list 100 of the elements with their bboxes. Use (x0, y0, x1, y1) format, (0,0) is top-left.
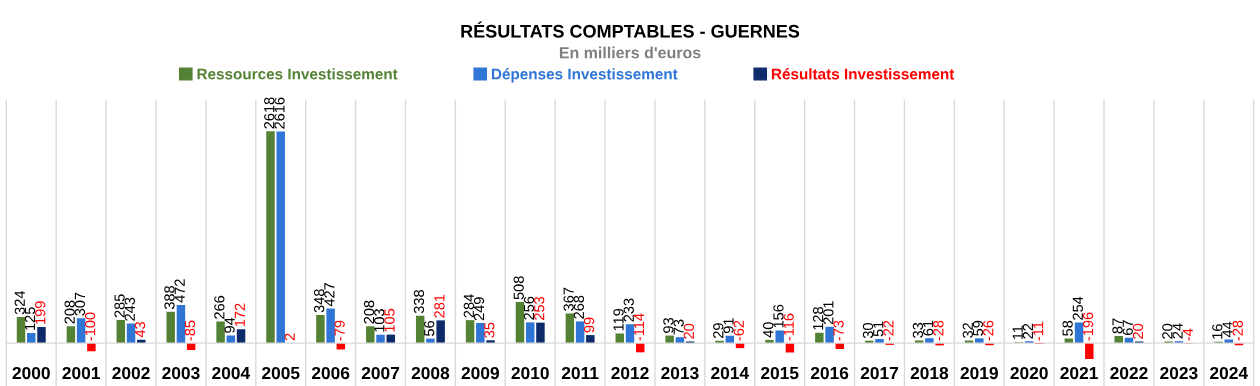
data-label: 268 (573, 295, 585, 319)
x-tick-label: 2010 (511, 366, 549, 380)
data-label: -116 (783, 313, 794, 341)
data-label: 51 (873, 321, 884, 337)
data-label: 256 (523, 296, 535, 320)
data-label: 156 (773, 304, 784, 328)
data-label: 307 (74, 292, 86, 316)
data-label: -11 (1033, 321, 1044, 341)
data-label: 105 (384, 308, 395, 332)
x-tick-label: 2023 (1160, 366, 1198, 380)
data-label: 254 (1072, 296, 1083, 320)
data-label: 94 (224, 317, 235, 333)
data-label: 24 (1172, 323, 1183, 339)
x-tick-label: 2015 (760, 366, 799, 380)
legend-label: Dépenses Investissement (491, 68, 678, 83)
data-label: 103 (374, 309, 385, 332)
data-label: 22 (1022, 323, 1033, 339)
data-label: 35 (484, 322, 495, 338)
data-label: 172 (234, 303, 245, 327)
data-label: 249 (473, 297, 485, 321)
x-tick-label: 2017 (860, 366, 899, 380)
data-label: 32 (962, 323, 973, 338)
data-label: 508 (513, 276, 524, 300)
data-label: -26 (983, 320, 994, 341)
data-label: 338 (413, 290, 425, 314)
data-label: 367 (563, 287, 574, 311)
data-label: 30 (862, 323, 874, 339)
data-label: 91 (723, 318, 734, 334)
x-tick-label: 2000 (12, 366, 50, 380)
x-tick-label: 2019 (960, 366, 998, 380)
data-label: 43 (134, 322, 146, 338)
data-label: 472 (174, 279, 185, 303)
data-label: 11 (1012, 325, 1023, 340)
data-label: -22 (883, 320, 894, 341)
data-label: 61 (922, 320, 934, 336)
data-label: 284 (463, 294, 474, 318)
x-tick-label: 2009 (461, 366, 499, 380)
data-label: 119 (613, 308, 624, 331)
data-label: -114 (633, 313, 644, 341)
data-label: 99 (583, 317, 595, 333)
x-tick-label: 2016 (810, 366, 849, 380)
x-tick-label: 2006 (311, 366, 350, 380)
x-tick-label: 2014 (711, 366, 750, 380)
data-label: 16 (1212, 324, 1223, 339)
x-tick-label: 2012 (611, 366, 649, 380)
x-tick-label: 2002 (112, 366, 150, 380)
data-label: 208 (363, 300, 375, 324)
data-label: -196 (1082, 312, 1094, 341)
data-label: 285 (114, 294, 125, 318)
data-label: 199 (35, 301, 46, 324)
data-label: 233 (623, 298, 634, 322)
data-label: 67 (1122, 320, 1133, 335)
data-label: 243 (124, 297, 135, 321)
data-label: 33 (912, 322, 924, 338)
data-label: -28 (1232, 320, 1243, 341)
x-tick-label: 2018 (910, 366, 949, 380)
x-tick-label: 2022 (1110, 366, 1148, 380)
x-tick-label: 2024 (1210, 366, 1248, 380)
legend-label: Ressources Investissement (197, 68, 398, 80)
data-label: 2616 (274, 97, 285, 129)
data-label: 281 (434, 294, 445, 318)
data-label: 87 (1112, 318, 1123, 334)
data-label: 125 (24, 307, 36, 330)
data-label: 20 (683, 323, 695, 339)
data-label: -28 (933, 320, 944, 341)
x-tick-label: 2011 (561, 366, 599, 380)
x-tick-label: 2008 (411, 366, 450, 380)
data-label: -62 (733, 320, 744, 341)
data-label: 348 (313, 289, 325, 313)
x-tick-label: 2007 (361, 366, 400, 380)
data-label: -73 (833, 320, 844, 341)
data-label: 93 (663, 317, 674, 333)
data-label: 388 (164, 285, 175, 310)
x-tick-label: 2004 (212, 366, 251, 380)
x-tick-label: 2005 (262, 366, 300, 380)
x-tick-label: 2021 (1060, 366, 1098, 380)
x-tick-label: 2001 (62, 366, 100, 380)
data-label: 208 (64, 300, 75, 324)
data-label: 266 (214, 295, 225, 319)
data-label: 56 (424, 320, 435, 336)
x-tick-label: 2013 (661, 366, 699, 380)
data-label: 427 (324, 282, 335, 307)
data-label: 20 (1162, 323, 1173, 339)
data-label: 44 (1222, 321, 1233, 338)
data-label: 324 (14, 290, 25, 315)
data-label: 201 (823, 301, 834, 325)
data-label: -100 (84, 312, 96, 341)
data-label: 58 (1062, 320, 1073, 336)
data-label: 20 (1132, 323, 1144, 339)
data-label: -79 (334, 320, 345, 341)
x-tick-label: 2003 (162, 366, 200, 380)
data-label: 253 (534, 296, 545, 320)
data-label: 2 (284, 333, 295, 341)
data-label: 128 (812, 307, 824, 330)
data-label: 29 (713, 323, 724, 339)
chart-subtitle: En milliers d'euros (559, 46, 701, 59)
data-label: -4 (1182, 328, 1193, 341)
data-label: 2618 (264, 97, 275, 129)
chart-title: RÉSULTATS COMPTABLES - GUERNES (461, 21, 800, 38)
data-label: 59 (972, 320, 984, 336)
